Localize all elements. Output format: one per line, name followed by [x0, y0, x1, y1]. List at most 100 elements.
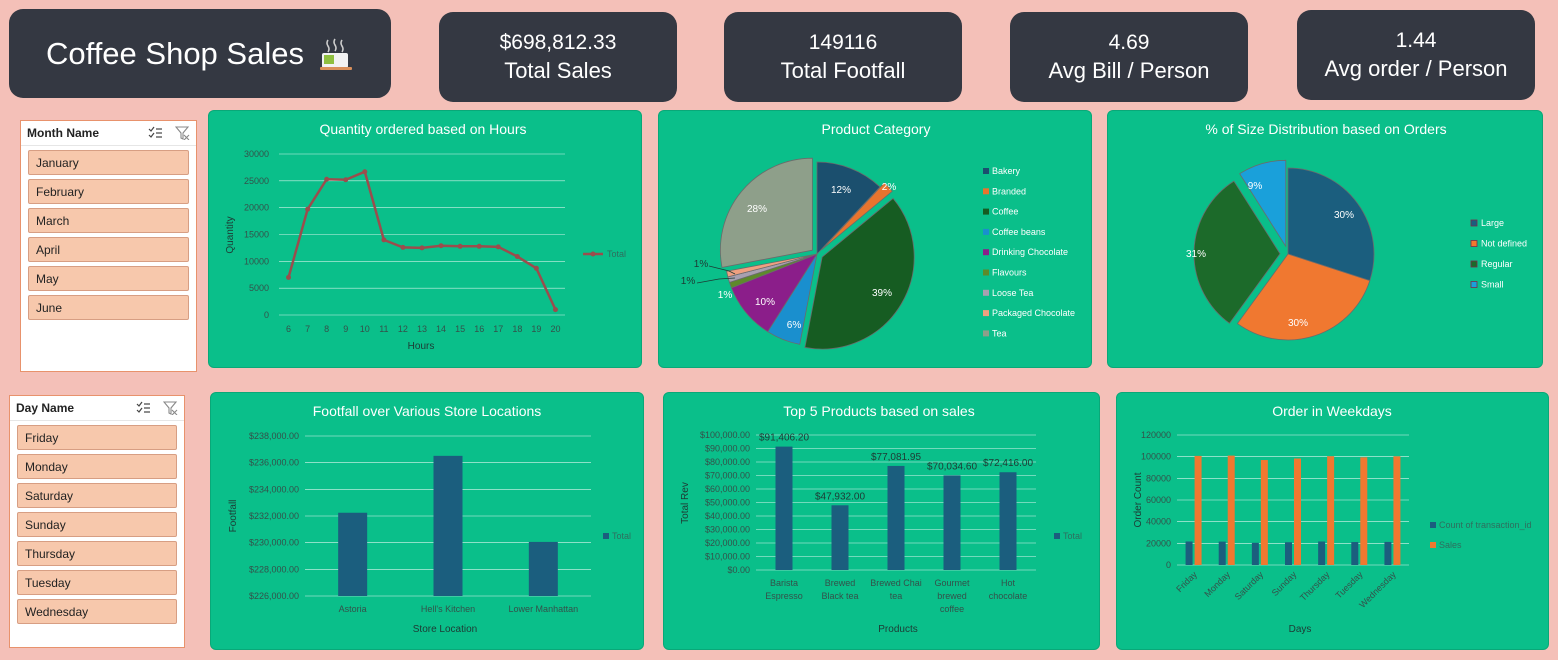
month-slicer-item-march[interactable]: March	[28, 208, 189, 233]
multi-select-icon[interactable]	[136, 401, 151, 415]
day-slicer-item-sunday[interactable]: Sunday	[17, 512, 177, 537]
y-tick-label: 60000	[1146, 495, 1171, 505]
x-axis-label: Days	[1289, 624, 1312, 635]
kpi-value: 1.44	[1395, 28, 1437, 52]
x-tick-label: 8	[324, 324, 329, 334]
month-slicer-item-june[interactable]: June	[28, 295, 189, 320]
bar-count-of-transaction-id	[1251, 542, 1259, 565]
month-slicer-item-january[interactable]: January	[28, 150, 189, 175]
y-tick-label: $90,000.00	[705, 444, 750, 454]
x-tick-label: 20	[550, 324, 560, 334]
x-tick-label: Lower Manhattan	[509, 604, 579, 614]
pie-slice-small	[1239, 159, 1287, 248]
y-tick-label: $40,000.00	[705, 511, 750, 521]
legend-swatch	[983, 168, 989, 174]
data-label: 39%	[872, 288, 892, 299]
day-slicer-item-friday[interactable]: Friday	[17, 425, 177, 450]
bar-total	[528, 541, 558, 596]
data-point	[476, 243, 482, 249]
chart-title: Footfall over Various Store Locations	[313, 403, 542, 419]
y-tick-label: $30,000.00	[705, 525, 750, 535]
month-slicer-item-february[interactable]: February	[28, 179, 189, 204]
legend-swatch	[983, 269, 989, 276]
data-label: 1%	[694, 259, 709, 270]
y-tick-label: $234,000.00	[249, 484, 299, 494]
legend-swatch	[983, 208, 989, 215]
x-tick-label: Thursday	[1298, 569, 1332, 603]
pie-slice-branded	[821, 182, 893, 251]
chart-title: Quantity ordered based on Hours	[319, 121, 526, 137]
x-tick-label: Friday	[1174, 569, 1199, 594]
data-label: 30%	[1288, 318, 1308, 329]
data-point	[457, 243, 463, 249]
legend-swatch	[1470, 240, 1478, 247]
y-tick-label: 20000	[1146, 538, 1171, 548]
day-slicer-item-wednesday[interactable]: Wednesday	[17, 599, 177, 624]
day-slicer-item-thursday[interactable]: Thursday	[17, 541, 177, 566]
y-tick-label: $80,000.00	[705, 457, 750, 467]
legend-swatch	[983, 310, 989, 317]
data-label: 1%	[681, 276, 696, 287]
legend-swatch	[983, 228, 989, 235]
y-tick-label: $0.00	[727, 565, 750, 575]
category-pie-chart: Product Category 12% 2% 39% 6% 10% 1% 1% 1% 28% Ba…	[681, 121, 1075, 350]
y-tick-label: 25000	[244, 176, 269, 186]
bar-count-of-transaction-id	[1218, 541, 1226, 565]
legend-label: Total	[612, 531, 631, 541]
data-label: 6%	[787, 320, 802, 331]
kpi-label: Avg Bill / Person	[1048, 57, 1210, 83]
x-tick-label: 18	[512, 324, 522, 334]
x-tick-label: Hot	[1001, 578, 1016, 588]
chart-title: Order in Weekdays	[1272, 403, 1392, 419]
y-tick-label: 15000	[244, 230, 269, 240]
bar-sales	[1294, 458, 1301, 565]
day-slicer-item-saturday[interactable]: Saturday	[17, 483, 177, 508]
data-point	[419, 245, 425, 251]
bar-count-of-transaction-id	[1351, 542, 1359, 565]
legend-label: Count of transaction_id	[1439, 520, 1532, 530]
month-slicer-header: Month Name	[21, 121, 196, 146]
x-tick-label: 13	[417, 324, 427, 334]
multi-select-icon[interactable]	[148, 126, 163, 140]
data-point	[533, 265, 539, 271]
day-slicer-item-tuesday[interactable]: Tuesday	[17, 570, 177, 595]
month-slicer-item-april[interactable]: April	[28, 237, 189, 262]
y-tick-label: 0	[1166, 560, 1171, 570]
legend-label: Regular	[1481, 259, 1513, 269]
y-tick-label: 10000	[244, 256, 269, 266]
legend-swatch	[983, 188, 989, 195]
data-label: $47,932.00	[815, 491, 865, 502]
dashboard-title-card: Coffee Shop Sales	[9, 9, 391, 98]
y-axis-label: Quantity	[225, 216, 236, 253]
day-slicer-item-monday[interactable]: Monday	[17, 454, 177, 479]
clear-filter-icon[interactable]	[163, 401, 178, 415]
pie-slice-regular	[1193, 180, 1281, 324]
y-tick-label: 20000	[244, 203, 269, 213]
x-tick-label: Sunday	[1270, 569, 1299, 598]
chart-title: Top 5 Products based on sales	[783, 403, 974, 419]
x-tick-label: Espresso	[765, 591, 803, 601]
data-point	[552, 307, 558, 313]
x-tick-label: 12	[398, 324, 408, 334]
data-point	[495, 244, 501, 250]
legend-swatch	[1430, 542, 1436, 548]
clear-filter-icon[interactable]	[175, 126, 190, 140]
data-point	[324, 176, 330, 182]
kpi-total-sales: $698,812.33 Total Sales	[439, 12, 677, 102]
weekday-bar-chart: Order in Weekdays 120000 100000 80000 60000 4…	[1133, 403, 1532, 635]
bar-total	[943, 475, 961, 570]
x-tick-label: 17	[493, 324, 503, 334]
legend-label: Sales	[1439, 540, 1462, 550]
chart-title: % of Size Distribution based on Orders	[1205, 121, 1446, 137]
products-bar-chart: Top 5 Products based on sales $100,000.00…	[680, 403, 1082, 635]
data-label: $72,416.00	[983, 458, 1033, 469]
x-tick-label: 16	[474, 324, 484, 334]
data-label: 30%	[1334, 210, 1354, 221]
legend-swatch	[983, 330, 989, 337]
legend-label: Total	[1063, 531, 1082, 541]
y-tick-label: $100,000.00	[700, 430, 750, 440]
legend-label: Flavours	[992, 268, 1027, 278]
hours-chart-panel: Quantity ordered based on Hours 30000 2500…	[208, 110, 642, 368]
products-chart-panel: Top 5 Products based on sales $100,000.00…	[663, 392, 1100, 650]
month-slicer-item-may[interactable]: May	[28, 266, 189, 291]
